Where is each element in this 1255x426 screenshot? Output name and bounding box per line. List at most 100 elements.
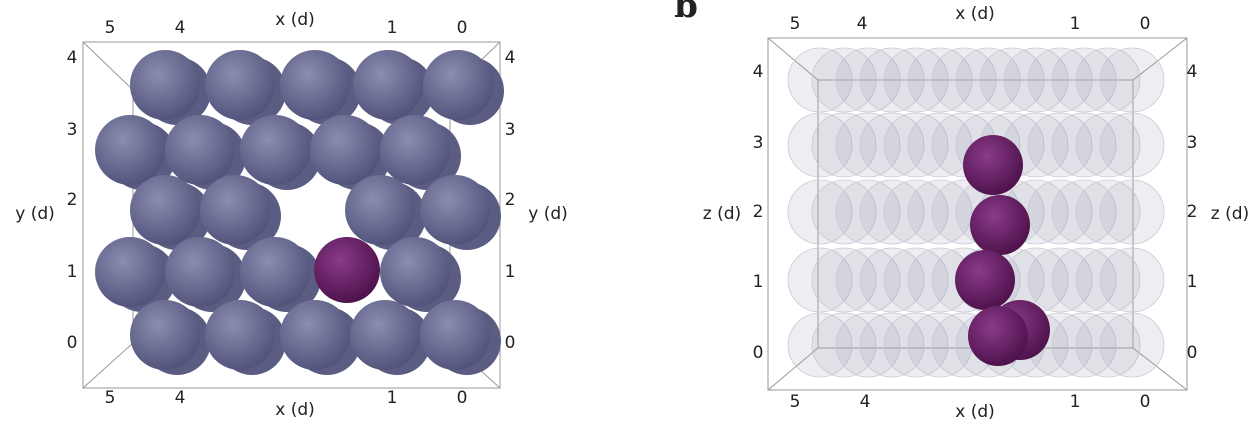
particle-ghost [883,247,949,313]
x-tick-label: 4 [860,392,871,412]
particle-ghost [811,179,877,245]
particle-ghost [835,47,901,113]
particle [380,237,450,307]
particle-ghost [1075,247,1141,313]
particle-ghost [835,247,901,313]
particle-ghost [1075,112,1141,178]
x-tick-label: 1 [387,18,398,38]
particle [353,50,423,120]
x-tick-label: 0 [1140,14,1151,34]
labels: x (d) x (d) y (d) y (d) b x (d) x (d) z … [15,0,1249,422]
panel-label: b [674,0,698,26]
y-tick-label: 1 [505,262,516,282]
particle-highlighted [970,195,1030,255]
particle-ghost [907,179,973,245]
outer-frame [767,37,1188,391]
particle [165,115,235,185]
particle-ghost [883,112,949,178]
x-tick-label: 0 [1140,392,1151,412]
particle-ghost [1075,312,1141,378]
particle [380,115,450,185]
x-tick-label: 5 [790,392,801,412]
particle-ghost [883,179,949,245]
particle [280,300,350,370]
x-tick-label: 0 [457,18,468,38]
z-axis-label: z (d) [1211,204,1249,224]
particle-ghost [979,47,1045,113]
particle-ghost [1051,312,1117,378]
y-tick-label: 2 [67,190,78,210]
particle-ghost [1099,47,1165,113]
x-tick-label: 1 [387,388,398,408]
y-tick-label: 4 [67,48,78,68]
particle-highlighted [963,135,1023,195]
y-tick-label: 3 [67,120,78,140]
particle-ghost [955,47,1021,113]
x-tick-label: 5 [105,18,116,38]
particle [130,300,200,370]
particle-ghost [835,312,901,378]
x-tick-label: 1 [1070,392,1081,412]
x-tick-label: 5 [790,14,801,34]
y-axis-label: y (d) [528,204,568,224]
particle [420,175,490,245]
frame-edges [767,37,1188,391]
particle [310,115,380,185]
particle-ghost [859,179,925,245]
x-axis-label: x (d) [955,4,995,24]
particle-ghost [1075,47,1141,113]
particle-ghost [1099,312,1165,378]
z-tick-label: 1 [1187,272,1198,292]
y-tick-label: 1 [67,262,78,282]
particle-ghost [811,47,877,113]
z-tick-label: 4 [1187,62,1198,82]
particle [130,50,200,120]
x-tick-label: 4 [175,18,186,38]
particle-ghost [811,312,877,378]
z-tick-label: 1 [753,272,764,292]
particle-ghost [907,47,973,113]
particle-highlighted [968,306,1028,366]
particle-ghost [1027,47,1093,113]
z-tick-label: 0 [753,343,764,363]
particle-highlighted [955,250,1015,310]
particle-ghost [859,312,925,378]
particle-ghost [835,112,901,178]
particle [240,115,310,185]
particle [200,175,270,245]
particle [95,237,165,307]
z-tick-label: 2 [1187,202,1198,222]
z-tick-label: 4 [753,62,764,82]
x-axis-label: x (d) [275,400,315,420]
particle-ghost [787,312,853,378]
particle-ghost [787,47,853,113]
particle-ghost [1051,179,1117,245]
particle [350,300,420,370]
particle [130,175,200,245]
particle [95,115,165,185]
particle-ghost [1051,247,1117,313]
x-tick-label: 0 [457,388,468,408]
particle-ghost [1027,247,1093,313]
particle-ghost [859,247,925,313]
particle-ghost [1099,112,1165,178]
particle-ghost [1003,47,1069,113]
particle-ghost [1051,47,1117,113]
particle [205,50,275,120]
y-tick-label: 0 [505,333,516,353]
particle-ghost [1099,247,1165,313]
particle-ghost [787,179,853,245]
particle-ghost [1051,112,1117,178]
particle-ghost [1075,179,1141,245]
x-tick-label: 5 [105,388,116,408]
z-tick-label: 2 [753,202,764,222]
particle-ghost [811,112,877,178]
particle-ghost [883,312,949,378]
particle-ghost [1027,179,1093,245]
panel-a [82,41,504,389]
particle-ghost [859,112,925,178]
particle-ghost [787,112,853,178]
particle-ghost [931,47,997,113]
